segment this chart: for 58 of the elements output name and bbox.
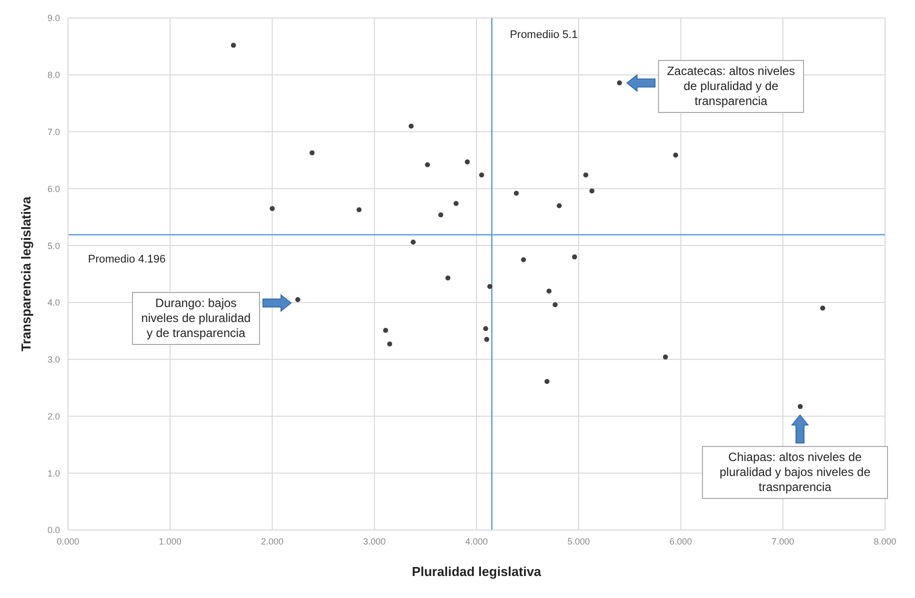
point [544, 379, 550, 384]
x-tick-label: 1.000 [158, 536, 182, 546]
x-axis-title: Pluralidad legislativa [412, 564, 542, 579]
point [546, 288, 552, 294]
annotation: Chiapas: altos niveles de pluralidad y bajos niveles de trasnparencia [702, 446, 888, 499]
y-tick-label: 6.0 [47, 184, 60, 194]
x-tick-label: 0.000 [56, 536, 80, 546]
x-tick-label: 5.000 [567, 536, 590, 546]
point [438, 212, 444, 218]
x-tick-label: 4.000 [465, 536, 488, 546]
point [673, 152, 678, 158]
point [230, 42, 236, 48]
y-tick-label: 2.0 [47, 411, 60, 422]
point [445, 275, 450, 280]
y-tick-label: 7.0 [47, 126, 60, 137]
point [483, 326, 488, 332]
annotation: Durango: bajos niveles de pluralidad y de transparencia [132, 292, 260, 345]
y-axis-title: Transparencia legislativa [18, 196, 34, 352]
point [424, 162, 430, 168]
point [589, 188, 594, 194]
y-tick-label: 1.0 [47, 468, 60, 478]
point [583, 172, 588, 178]
point [270, 206, 275, 212]
point [487, 284, 492, 290]
point [520, 257, 526, 262]
point [408, 124, 414, 129]
point [552, 302, 558, 308]
point [484, 336, 490, 342]
x-tick-label: 6.000 [669, 536, 692, 546]
point [479, 172, 484, 178]
y-tick-label: 5.0 [47, 240, 60, 251]
x-tick-label: 7.000 [772, 536, 794, 546]
point [310, 150, 315, 156]
y-tick-label: 3.0 [47, 354, 60, 365]
y-tick-label: 9.0 [47, 13, 60, 24]
point [356, 207, 362, 212]
annotation: Zacatecas: altos niveles de pluralidad y de transparencia [658, 60, 804, 113]
point [820, 306, 826, 311]
x-tick-label: 8.000 [874, 536, 896, 546]
x-tick-label: 3.000 [363, 536, 386, 546]
point [572, 254, 578, 260]
y-tick-label: 4.0 [47, 298, 60, 308]
point [798, 404, 803, 410]
point [514, 190, 519, 196]
point [410, 240, 416, 245]
y-tick-label: 0.0 [47, 525, 60, 536]
point [454, 200, 459, 206]
point [387, 341, 392, 346]
point [662, 354, 668, 360]
point [383, 328, 388, 333]
y-tick-label: 8.0 [47, 70, 60, 80]
x-tick-label: 2.000 [260, 536, 284, 546]
point [556, 203, 562, 208]
point [616, 80, 622, 86]
point [464, 159, 470, 164]
ref-line-label: Promedio 4.196 [88, 254, 166, 266]
ref-line-label: Promediio 5.1 [510, 28, 578, 41]
point [295, 297, 300, 302]
